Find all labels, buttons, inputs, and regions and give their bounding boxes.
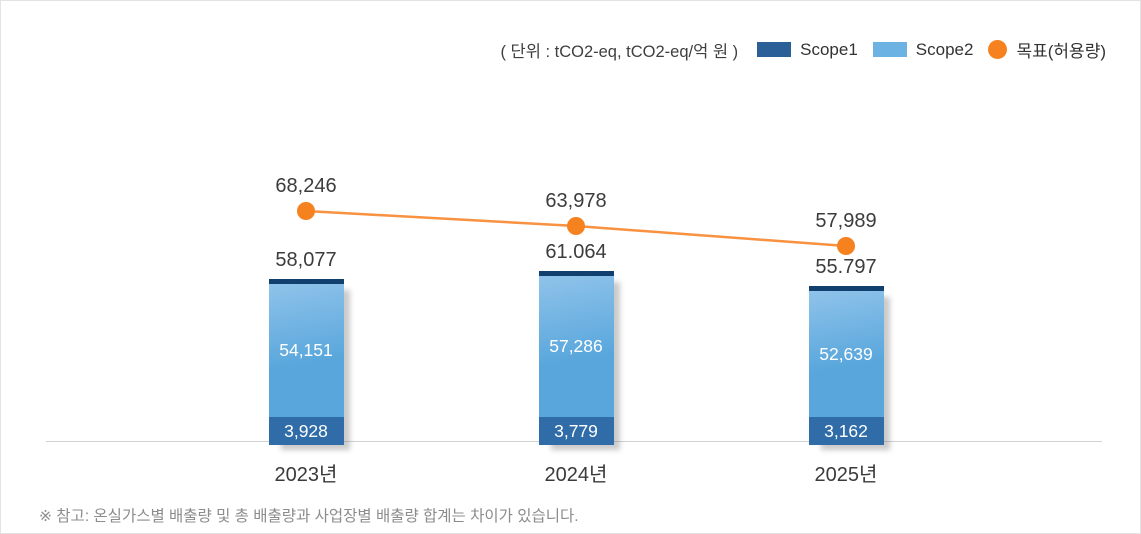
scope1-value-label: 3,928 [284, 420, 328, 441]
x-axis-label-2025년: 2025년 [814, 464, 878, 486]
bar-segment-scope2: 57,286 [538, 276, 614, 417]
target-value-label: 63,978 [545, 190, 607, 212]
stacked-bar-2023년: 54,151 3,928 [268, 279, 344, 445]
legend-label-target: 목표(허용량) [1016, 42, 1106, 61]
legend-item-scope2: Scope2 [872, 39, 974, 60]
target-point-icon [837, 237, 855, 255]
scope2-swatch-icon [872, 42, 907, 57]
legend-item-scope1: Scope1 [757, 40, 858, 60]
target-dot-icon [988, 40, 1008, 59]
scope1-value-label: 3,779 [554, 420, 598, 441]
unit-label: ( 단위 : tCO2-eq, tCO2-eq/억 원 ) [500, 42, 739, 61]
bar-total-label: 61.064 [545, 241, 607, 263]
x-axis-label-2023년: 2023년 [274, 464, 338, 486]
scope1-value-label: 3,162 [824, 420, 868, 441]
scope2-value-label: 57,286 [549, 336, 603, 356]
bar-segment-scope1: 3,162 [808, 417, 884, 445]
footnote: ※ 참고: 온실가스별 배출량 및 총 배출량과 사업장별 배출량 합계는 차이… [39, 508, 579, 525]
bar-segment-scope2: 54,151 [268, 284, 344, 417]
bar-top-cap [268, 279, 344, 284]
scope2-value-label: 52,639 [819, 343, 873, 364]
chart-legend: ( 단위 : tCO2-eq, tCO2-eq/억 원 ) Scope1 Sco… [500, 37, 1106, 62]
legend-label-scope2: Scope2 [915, 39, 974, 59]
bar-segment-scope1: 3,928 [268, 417, 344, 445]
bar-segment-scope2: 52,639 [808, 291, 884, 417]
target-value-label: 68,246 [275, 175, 337, 197]
legend-item-target: 목표(허용량) [988, 37, 1106, 62]
target-point-icon [297, 202, 315, 220]
x-axis-label-2024년: 2024년 [544, 464, 608, 486]
bar-top-cap [808, 286, 884, 291]
scope1-swatch-icon [757, 42, 792, 57]
target-value-label: 57,989 [815, 210, 877, 232]
bar-top-cap [538, 271, 614, 276]
target-point-icon [567, 217, 585, 235]
bar-segment-scope1: 3,779 [538, 417, 614, 445]
legend-label-scope1: Scope1 [800, 39, 858, 59]
stacked-bar-2024년: 57,286 3,779 [538, 271, 614, 445]
bar-total-label: 55.797 [815, 256, 877, 278]
scope2-value-label: 54,151 [279, 340, 333, 360]
stacked-bar-2025년: 52,639 3,162 [808, 286, 884, 445]
bar-total-label: 58,077 [275, 249, 337, 271]
